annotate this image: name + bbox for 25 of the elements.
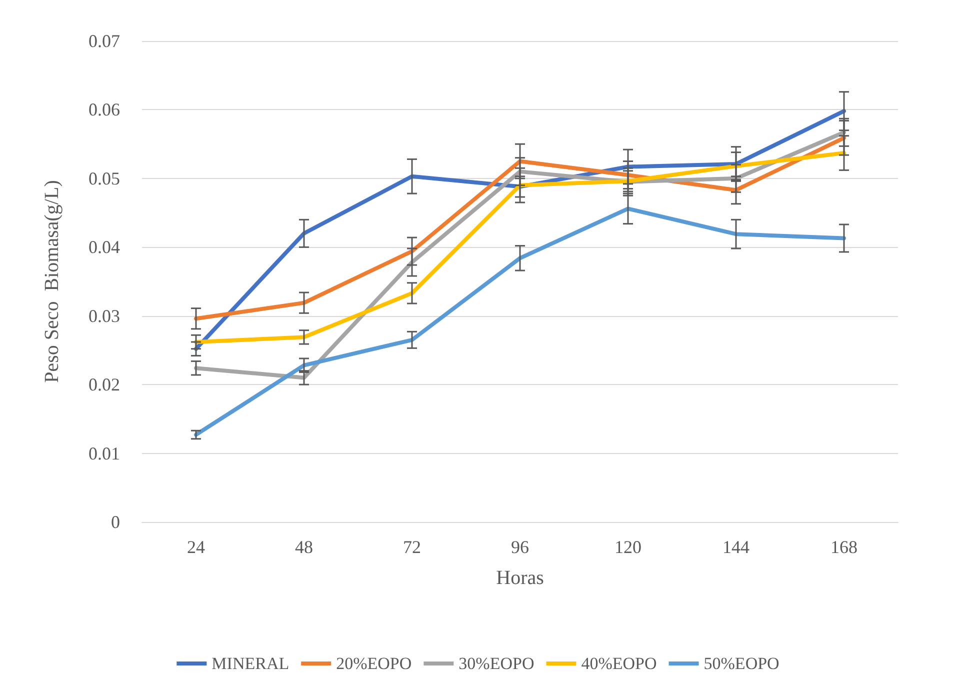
x-tick-label: 72 xyxy=(403,537,421,557)
y-tick-label: 0.07 xyxy=(88,31,120,51)
y-tick-label: 0.02 xyxy=(88,374,120,395)
x-tick-label: 48 xyxy=(295,537,313,557)
y-tick-label: 0.05 xyxy=(88,168,120,188)
y-tick-label: 0.06 xyxy=(88,100,120,120)
line-series xyxy=(194,136,846,321)
line-series xyxy=(194,206,846,437)
y-tick-label: 0 xyxy=(111,512,120,532)
y-tick-label: 0.01 xyxy=(88,443,120,464)
legend-label: 30%EOPO xyxy=(458,654,534,673)
x-tick-label: 168 xyxy=(830,537,858,557)
x-tick-label: 120 xyxy=(614,537,642,557)
legend-label: 50%EOPO xyxy=(704,654,780,673)
line-series xyxy=(194,151,846,344)
y-tick-label: 0.03 xyxy=(88,306,120,326)
x-tick-label: 96 xyxy=(511,537,529,557)
legend-label: 20%EOPO xyxy=(336,654,412,673)
legend-label: MINERAL xyxy=(212,654,290,673)
x-axis-title: Horas xyxy=(496,567,544,589)
y-tick-label: 0.04 xyxy=(88,237,120,258)
legend-label: 40%EOPO xyxy=(581,654,657,673)
x-tick-label: 24 xyxy=(187,537,205,557)
y-axis-title: Peso Seco Biomasa(g/L) xyxy=(41,180,63,383)
x-tick-label: 144 xyxy=(722,537,750,557)
